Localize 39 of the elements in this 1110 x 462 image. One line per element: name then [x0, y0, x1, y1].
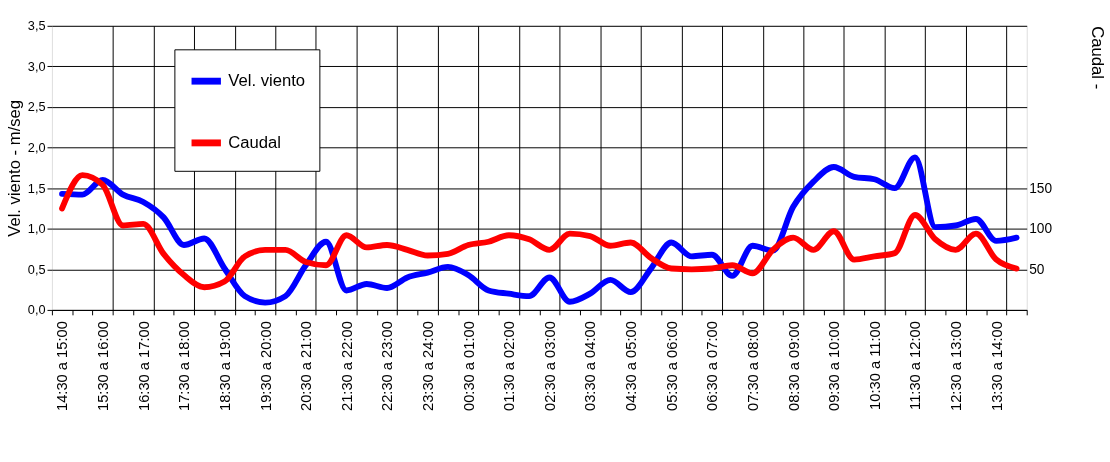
y-tick-label: 0,0 [27, 302, 46, 318]
y-tick-label: 2,0 [27, 139, 46, 155]
x-tick-label: 02:30 a 03:00 [541, 321, 558, 412]
y-axis-title: Vel. viento - m/seg [5, 99, 25, 237]
x-tick-label: 22:30 a 23:00 [379, 321, 396, 412]
legend-label: Vel. viento [228, 71, 306, 91]
y-tick-label: 0,5 [27, 261, 46, 277]
x-tick-label: 03:30 a 04:00 [582, 321, 599, 412]
x-tick-label: 18:30 a 19:00 [216, 321, 233, 412]
x-tick-label: 04:30 a 05:00 [623, 321, 640, 412]
legend-label: Caudal [228, 132, 281, 152]
y2-tick-label: 100 [1029, 221, 1053, 237]
x-tick-label: 23:30 a 24:00 [420, 321, 437, 412]
x-tick-label: 05:30 a 06:00 [663, 321, 680, 412]
x-tick-label: 11:30 a 12:00 [907, 321, 924, 410]
x-tick-label: 08:30 a 09:00 [785, 321, 802, 412]
x-tick-label: 14:30 a 15:00 [54, 321, 71, 412]
y-tick-label: 2,5 [27, 99, 46, 115]
y-tick-label: 3,5 [27, 18, 46, 34]
y-tick-label: 3,0 [27, 58, 46, 74]
x-tick-label: 13:30 a 14:00 [988, 321, 1005, 412]
x-tick-label: 12:30 a 13:00 [948, 321, 965, 412]
y2-tick-label: 50 [1029, 261, 1045, 277]
y2-axis-title: Caudal - [1087, 26, 1107, 90]
x-tick-label: 15:30 a 16:00 [95, 321, 112, 412]
x-tick-label: 09:30 a 10:00 [826, 321, 843, 412]
x-tick-label: 07:30 a 08:00 [744, 321, 761, 412]
x-tick-label: 00:30 a 01:00 [460, 321, 477, 412]
y-tick-label: 1,5 [27, 180, 46, 196]
x-tick-label: 19:30 a 20:00 [257, 321, 274, 412]
x-tick-label: 01:30 a 02:00 [501, 321, 518, 412]
x-tick-label: 20:30 a 21:00 [298, 321, 315, 412]
y-tick-label: 1,0 [27, 221, 46, 237]
x-tick-label: 21:30 a 22:00 [338, 321, 355, 412]
x-tick-label: 06:30 a 07:00 [704, 321, 721, 412]
x-tick-label: 17:30 a 18:00 [176, 321, 193, 412]
y2-tick-label: 150 [1029, 180, 1053, 196]
x-tick-label: 16:30 a 17:00 [135, 321, 152, 412]
x-tick-label: 10:30 a 11:00 [866, 321, 883, 410]
